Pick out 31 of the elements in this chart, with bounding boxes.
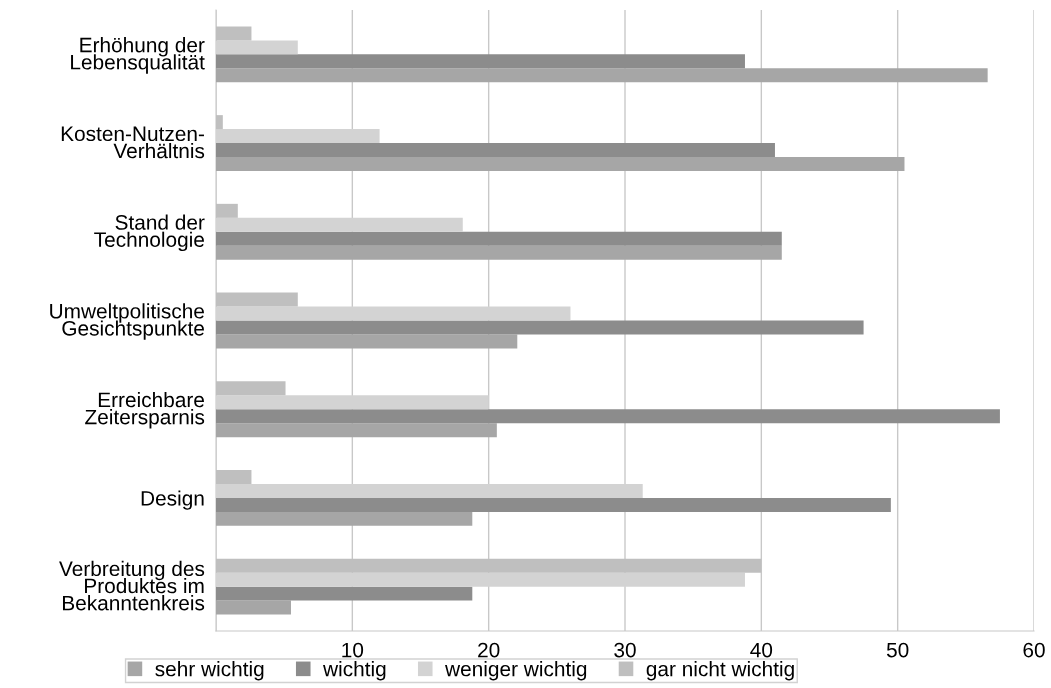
bar [216,54,745,69]
bar [216,157,905,172]
y-tick-label: Erreichbare Zeitersparnis [85,391,205,429]
bar [216,143,775,158]
x-tick-label: 40 [750,642,773,658]
bar [216,320,864,335]
y-tick-label: Umweltpolitische Gesichtspunkte [50,303,204,340]
x-tick-label: 20 [478,642,500,658]
x-tick-label: 30 [614,642,636,658]
y-tick-label: Verbreitung des Produktes im Bekanntenkreis [59,560,205,611]
x-tick-label: 60 [1023,642,1045,658]
legend-label: gar nicht wichtig [646,661,794,681]
bar [216,409,1000,424]
bar [216,600,291,615]
legend-label: sehr wichtig [155,661,264,681]
bar [216,586,473,601]
x-tick-label: 10 [342,642,364,658]
bar [216,231,782,246]
bar [216,245,782,260]
y-tick-label: Erhöhung der Lebensqualität [71,37,205,74]
bar [216,334,518,349]
y-tick-label: Stand der Technologie [94,214,205,252]
legend-label: wichtig [323,661,386,681]
bar [216,68,988,83]
x-tick-label: 50 [886,642,909,658]
legend-label: weniger wichtig [445,661,587,681]
y-tick-label: Design [141,490,204,510]
y-tick-label: Kosten-Nutzen- Verhältnis [61,126,205,159]
bar [216,497,891,512]
bar [216,423,497,438]
bar [216,511,473,526]
